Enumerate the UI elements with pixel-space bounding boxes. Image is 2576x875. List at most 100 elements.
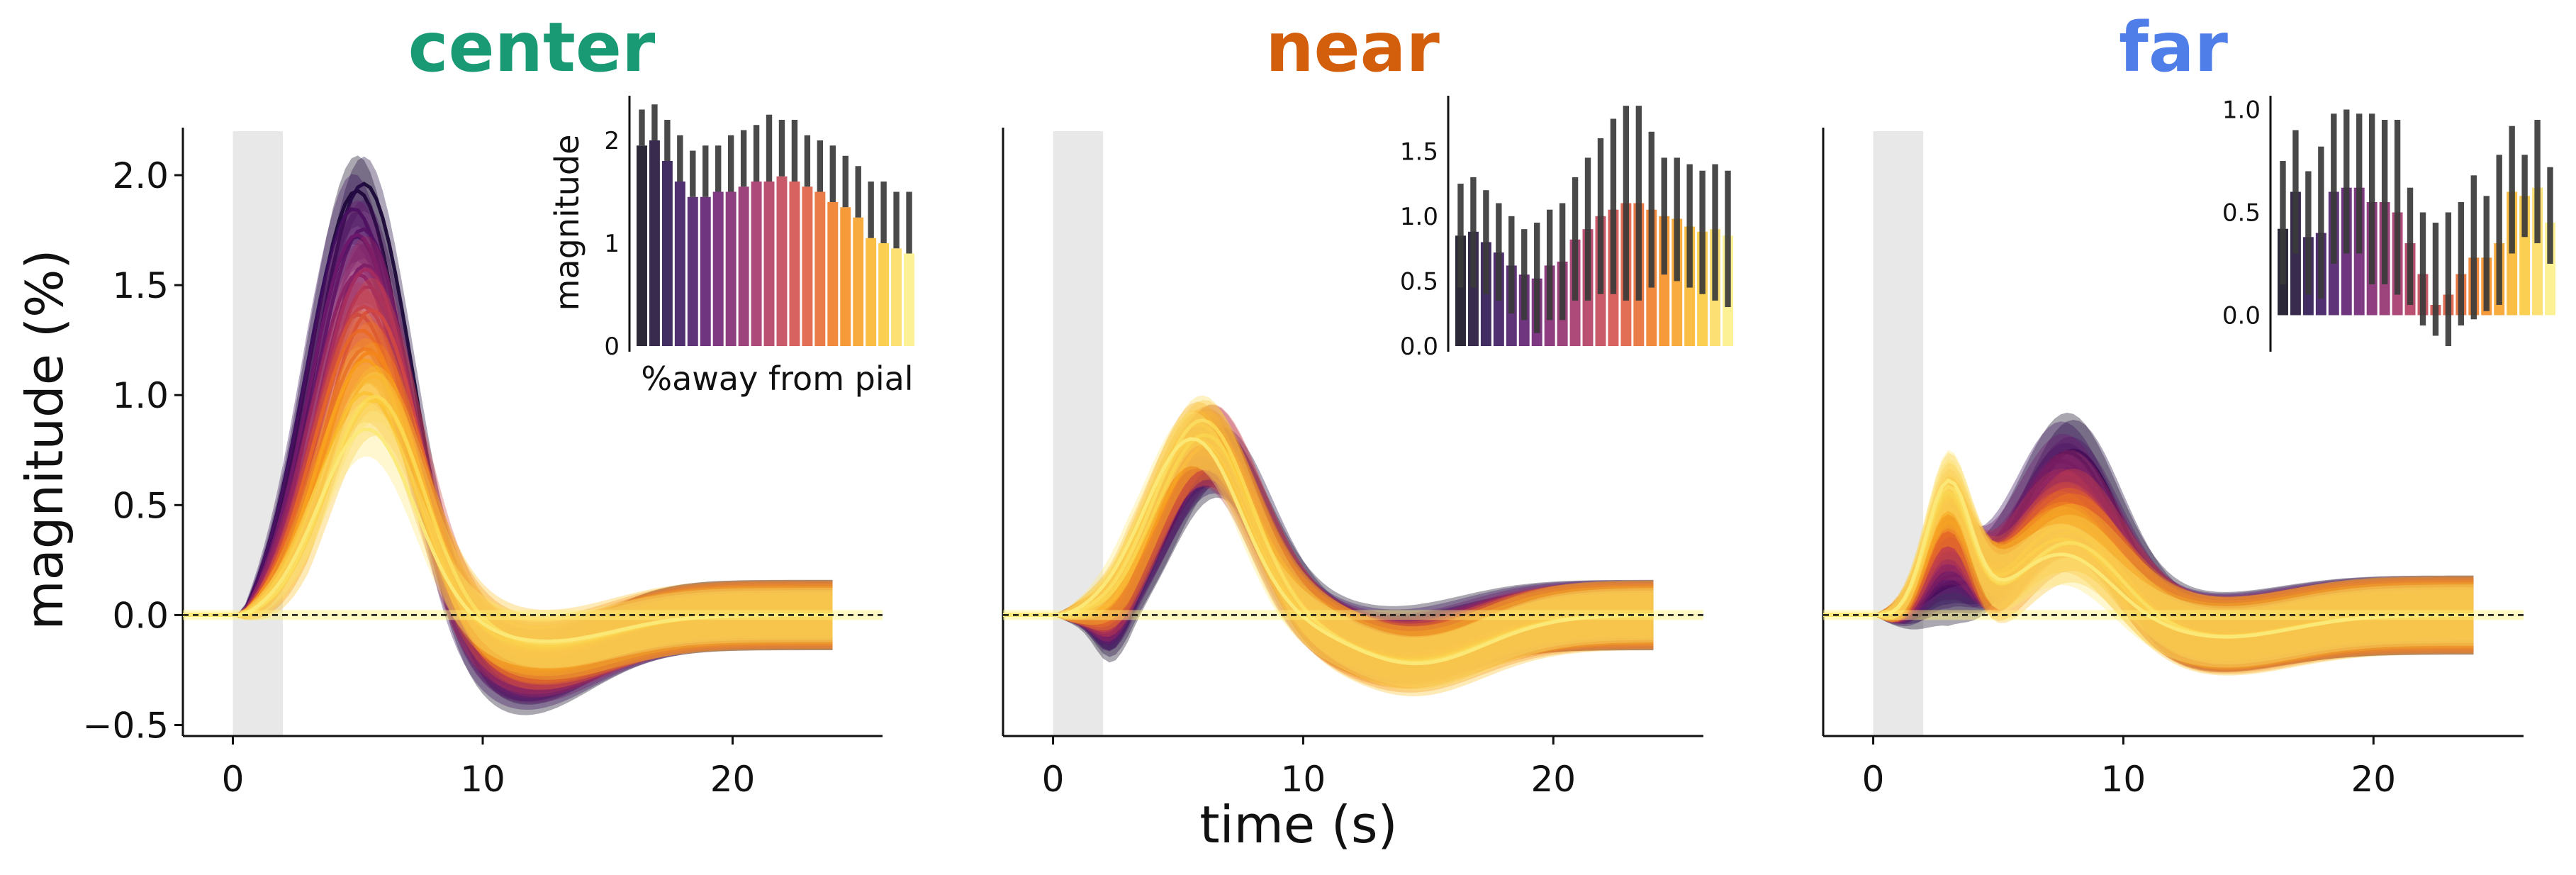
inset-bar xyxy=(712,191,724,346)
inset-error-bar xyxy=(2394,120,2401,295)
inset-error-bar xyxy=(1572,177,1579,301)
panel-title: far xyxy=(2119,8,2229,87)
x-tick-label: 10 xyxy=(2101,759,2146,800)
inset-error-bar xyxy=(804,135,811,187)
inset-error-bar xyxy=(829,145,836,202)
inset-error-bar xyxy=(2356,113,2363,254)
series-band xyxy=(1003,412,1654,676)
x-tick-label: 0 xyxy=(222,759,245,800)
inset-error-bar xyxy=(1597,138,1604,294)
series-band xyxy=(1003,433,1654,670)
stimulus-window xyxy=(1053,131,1104,736)
inset-error-bar xyxy=(1470,177,1477,288)
series-line xyxy=(1823,478,2474,639)
series-band xyxy=(183,282,833,694)
inset-error-bar xyxy=(2318,146,2324,299)
inset-error-bar xyxy=(740,130,747,187)
series-band xyxy=(1003,408,1654,682)
inset-error-bar xyxy=(715,145,722,192)
y-tick-label: 1.0 xyxy=(112,375,169,416)
inset-error-bar xyxy=(778,120,785,177)
inset-error-bar xyxy=(2343,109,2350,254)
series-band xyxy=(1003,425,1654,675)
inset-error-bar xyxy=(817,140,824,192)
inset-bar xyxy=(776,176,788,346)
series-band xyxy=(1823,483,2474,654)
panel-title: near xyxy=(1265,8,1440,87)
inset-bar xyxy=(789,182,800,346)
inset-error-bar xyxy=(766,114,773,182)
x-axis-title: time (s) xyxy=(1199,795,1397,854)
y-tick-label: −0.5 xyxy=(83,705,169,746)
inset-bar xyxy=(725,191,737,346)
inset-y-axis-title: magnitude xyxy=(548,135,586,311)
series-line xyxy=(183,428,833,643)
x-tick-label: 20 xyxy=(1530,759,1576,800)
inset-error-bar xyxy=(2483,196,2490,311)
y-tick-label: 2.0 xyxy=(112,155,169,196)
panel-far: far 0 10 20 0.0 0.5 1.0 xyxy=(1822,8,2563,800)
inset-bar xyxy=(878,243,890,346)
inset-error-bar xyxy=(2407,187,2414,305)
inset-error-bar xyxy=(1623,106,1630,301)
panel-title: center xyxy=(408,8,656,87)
inset-y-tick-label: 0.5 xyxy=(1400,267,1438,296)
inset-error-bar xyxy=(893,191,900,249)
inset-background xyxy=(1448,92,1740,357)
series-band xyxy=(1003,416,1654,680)
inset-error-bar xyxy=(1521,229,1528,321)
inset-error-bar xyxy=(2470,175,2477,320)
series-band xyxy=(1823,420,2474,662)
inset-error-bar xyxy=(1661,157,1667,275)
inset-bar xyxy=(661,161,673,346)
inset-error-bar xyxy=(1457,184,1464,288)
inset-error-bar xyxy=(1508,216,1515,314)
series-band xyxy=(1823,491,2474,658)
inset-error-bar xyxy=(2419,212,2426,325)
inset-error-bar xyxy=(1699,170,1706,294)
y-tick-label: 1.5 xyxy=(112,265,169,306)
inset-bar xyxy=(674,182,685,346)
inset-error-bar xyxy=(2432,223,2439,336)
series-band xyxy=(1823,476,2474,670)
inset-error-bar xyxy=(2280,161,2286,284)
inset-background xyxy=(2270,92,2563,357)
inset-error-bar xyxy=(690,150,696,197)
y-tick-label: 0.5 xyxy=(112,485,169,526)
inset-error-bar xyxy=(2292,130,2299,254)
inset-bar xyxy=(802,186,813,346)
response-curves xyxy=(1003,395,1654,696)
inset-y-tick-label: 0.0 xyxy=(1400,333,1438,361)
inset-y-tick-label: 1.0 xyxy=(2222,96,2261,125)
response-curves xyxy=(1823,413,2474,676)
series-band xyxy=(1823,452,2474,676)
series-band xyxy=(1823,442,2474,661)
inset-bar xyxy=(687,196,698,346)
inset-chart: 0.0 0.5 1.0 xyxy=(2222,92,2563,357)
panel-center: center 0 10 20 −0.5 0.0 0.5 1.0 1.5 2.0 0 1 2 magnit… xyxy=(83,8,922,800)
inset-error-bar xyxy=(2521,155,2528,238)
inset-error-bar xyxy=(1584,157,1591,301)
series-band xyxy=(1823,468,2474,671)
inset-error-bar xyxy=(2381,120,2388,284)
series-band xyxy=(1823,450,2474,671)
inset-y-tick-label: 1 xyxy=(604,230,620,258)
inset-error-bar xyxy=(1725,170,1731,308)
series-band xyxy=(1823,433,2474,672)
panel-near: near 0 10 20 0.0 0.5 1.0 1.5 xyxy=(1002,8,1740,800)
inset-bar xyxy=(763,182,775,346)
series-band xyxy=(183,315,833,690)
inset-error-bar xyxy=(664,120,671,161)
inset-bar xyxy=(751,182,762,346)
inset-error-bar xyxy=(2445,212,2452,346)
inset-error-bar xyxy=(1712,164,1718,301)
x-tick-label: 0 xyxy=(1042,759,1065,800)
inset-error-bar xyxy=(1483,190,1489,294)
series-band xyxy=(183,402,833,669)
y-tick-label: 0.0 xyxy=(112,595,169,636)
x-tick-label: 10 xyxy=(1281,759,1326,800)
inset-background xyxy=(629,92,922,357)
inset-x-axis-title: %away from pial xyxy=(641,360,913,398)
inset-y-tick-label: 0.5 xyxy=(2222,199,2261,228)
y-axis-title: magnitude (%) xyxy=(15,250,74,630)
